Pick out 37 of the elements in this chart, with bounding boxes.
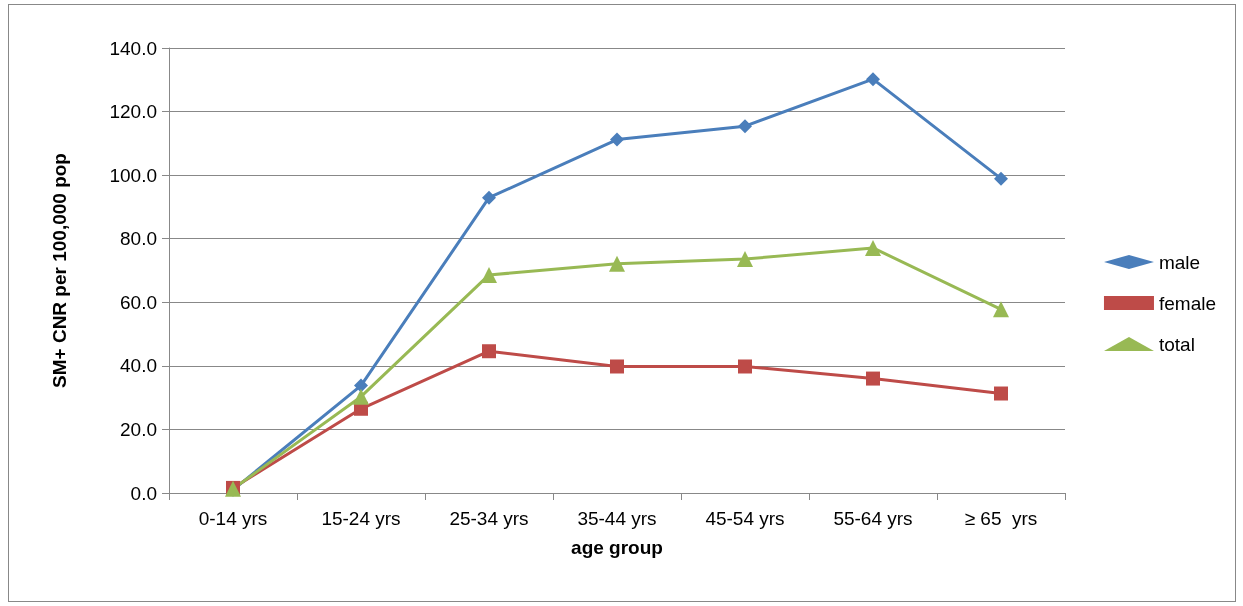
point bbox=[865, 239, 881, 256]
y-tick-label: 120.0 bbox=[109, 101, 157, 123]
y-tick-label: 60.0 bbox=[120, 291, 157, 313]
x-tick-label: 35-44 yrs bbox=[577, 508, 657, 529]
x-tick-label: 15-24 yrs bbox=[321, 508, 401, 529]
y-tick-label: 140.0 bbox=[109, 37, 157, 59]
legend-label: female bbox=[1158, 292, 1216, 314]
point bbox=[866, 371, 880, 386]
point bbox=[482, 344, 496, 359]
x-tick-label: 55-64 yrs bbox=[833, 508, 913, 529]
y-tick-label: 20.0 bbox=[120, 418, 157, 440]
point bbox=[738, 359, 752, 374]
point bbox=[737, 251, 753, 268]
x-axis-title: age group bbox=[571, 537, 663, 558]
y-tick-label: 0.0 bbox=[130, 482, 157, 504]
y-tick-label: 80.0 bbox=[120, 228, 157, 250]
point bbox=[866, 72, 880, 87]
point bbox=[609, 255, 625, 272]
x-tick-label: 25-34 yrs bbox=[449, 508, 529, 529]
x-tick-label: 0-14 yrs bbox=[198, 508, 268, 529]
point bbox=[610, 359, 624, 374]
y-tick-label: 40.0 bbox=[120, 355, 157, 377]
point bbox=[610, 132, 624, 147]
legend-label: male bbox=[1158, 251, 1201, 273]
y-tick-label: 100.0 bbox=[109, 164, 157, 186]
point bbox=[994, 171, 1008, 186]
point bbox=[481, 266, 497, 283]
legend-label: total bbox=[1158, 333, 1195, 355]
y-axis-title: SM+ CNR per 100,000 pop bbox=[49, 153, 70, 388]
point bbox=[354, 378, 368, 393]
point bbox=[994, 386, 1008, 401]
point bbox=[353, 388, 369, 405]
point bbox=[482, 190, 496, 205]
point bbox=[738, 119, 752, 134]
x-tick-label: 45-54 yrs bbox=[705, 508, 785, 529]
point bbox=[993, 301, 1009, 318]
x-tick-label: ≥ 65 yrs bbox=[964, 508, 1038, 529]
